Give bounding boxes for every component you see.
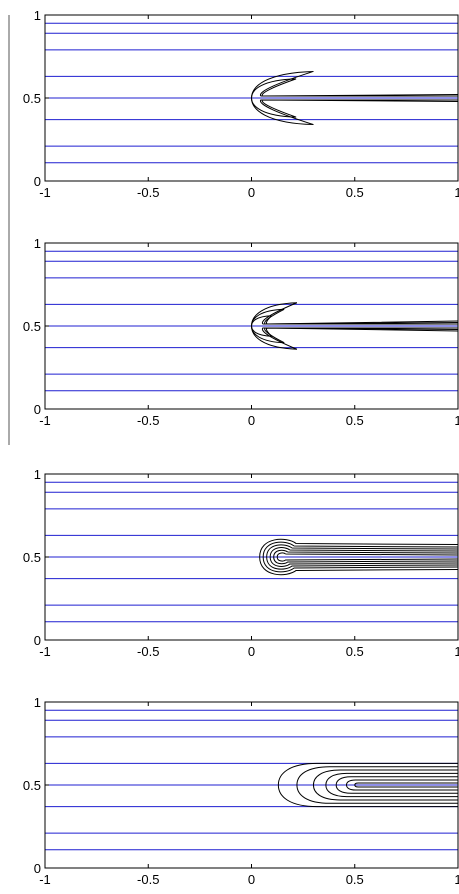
contour-line: [354, 782, 458, 788]
x-tick-label: 1: [454, 872, 459, 887]
contour-line: [276, 552, 459, 562]
contour-line: [325, 772, 458, 798]
contour-line: [296, 766, 458, 804]
x-tick-label: 1: [454, 185, 459, 200]
y-tick-label: 0: [34, 174, 41, 189]
contour-line: [335, 776, 458, 794]
x-tick-label: -1: [39, 644, 51, 659]
x-tick-label: -1: [39, 413, 51, 428]
contour-line: [262, 541, 459, 573]
contour-line: [345, 779, 458, 791]
contour-line: [259, 538, 459, 576]
y-tick-label: 1: [34, 467, 41, 482]
contour-panel-4: -1 -0.5 0 0.5 1 0 0.5 1: [23, 695, 459, 887]
x-tick-label: 0: [248, 872, 255, 887]
x-tick-label: -0.5: [137, 413, 159, 428]
x-tick-label: -0.5: [137, 185, 159, 200]
x-tick-label: 0.5: [346, 413, 364, 428]
x-tick-label: -1: [39, 872, 51, 887]
contour-line: [277, 762, 458, 808]
y-tick-label: 0.5: [23, 91, 41, 106]
contour-line: [250, 78, 459, 118]
contour-line: [273, 549, 459, 565]
x-tick-label: 1: [454, 413, 459, 428]
x-tick-label: 0.5: [346, 644, 364, 659]
contour-line: [250, 315, 459, 337]
y-tick-label: 1: [34, 236, 41, 251]
contour-line: [312, 769, 458, 801]
y-tick-label: 0: [34, 402, 41, 417]
y-tick-label: 1: [34, 8, 41, 23]
y-tick-label: 0: [34, 861, 41, 876]
x-tick-label: 1: [454, 644, 459, 659]
y-tick-label: 1: [34, 695, 41, 710]
y-tick-label: 0.5: [23, 319, 41, 334]
x-tick-label: 0.5: [346, 872, 364, 887]
x-tick-label: -1: [39, 185, 51, 200]
x-tick-label: 0: [248, 644, 255, 659]
x-tick-label: 0.5: [346, 185, 364, 200]
y-tick-label: 0.5: [23, 550, 41, 565]
x-tick-label: 0: [248, 185, 255, 200]
contour-panel-1: -1 -0.5 0 0.5 1 0 0.5 1: [23, 8, 459, 200]
y-tick-label: 0.5: [23, 778, 41, 793]
contour-line: [266, 544, 459, 570]
x-tick-label: 0: [248, 413, 255, 428]
x-tick-label: -0.5: [137, 644, 159, 659]
x-tick-label: -0.5: [137, 872, 159, 887]
contour-panel-2: -1 -0.5 0 0.5 1 0 0.5 1: [23, 236, 459, 428]
contour-panel-3: -1 -0.5 0 0.5 1 0 0.5 1: [23, 467, 459, 659]
contour-line: [269, 547, 459, 567]
y-tick-label: 0: [34, 633, 41, 648]
